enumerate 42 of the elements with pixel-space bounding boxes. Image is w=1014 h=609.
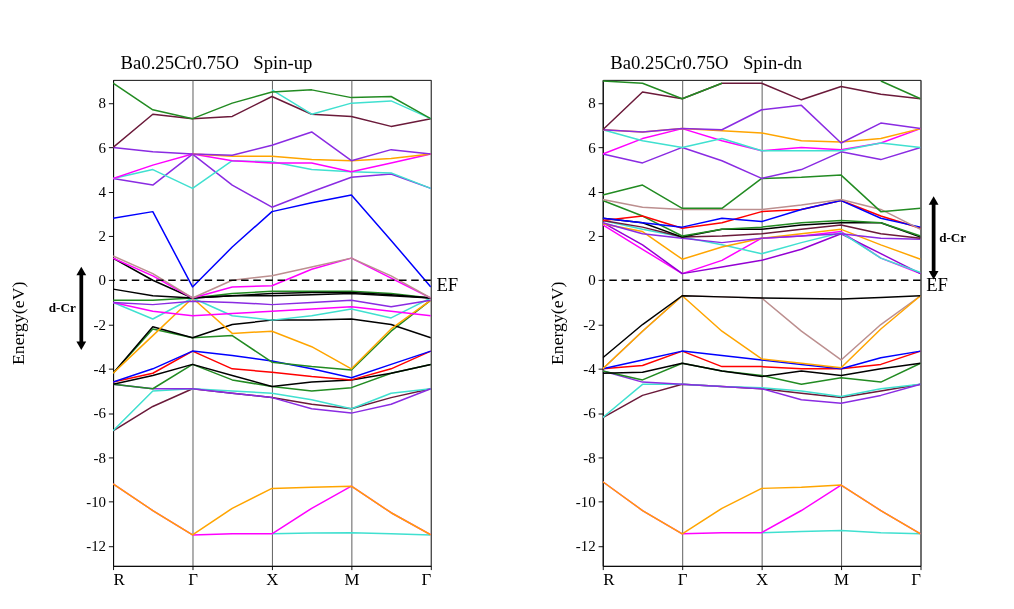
y-tick-label: 8 — [98, 95, 107, 112]
y-tick-label: 0 — [98, 272, 107, 289]
y-tick-label: -2 — [93, 316, 107, 333]
y-tick-label: 2 — [98, 228, 107, 245]
y-tick-label: 0 — [588, 272, 596, 289]
x-tick-label: Γ — [911, 570, 922, 590]
ref-line-label: EF — [436, 274, 459, 296]
x-tick-label: X — [756, 570, 769, 590]
chart-title: Ba0.25Cr0.75O — [120, 51, 239, 73]
chart-title: Ba0.25Cr0.75O — [610, 51, 729, 73]
y-tick-label: 2 — [588, 228, 596, 245]
y-tick-label: -4 — [583, 360, 597, 377]
y-tick-label: 4 — [588, 183, 597, 200]
ref-line-label: EF — [926, 274, 948, 296]
x-tick-label: R — [603, 570, 616, 590]
x-tick-label: Γ — [421, 570, 432, 590]
y-tick-label: -4 — [93, 360, 107, 377]
y-tick-label: -6 — [93, 405, 107, 422]
text: d-Cr — [939, 229, 967, 245]
y-tick-label: -8 — [93, 449, 107, 466]
y-tick-label: -6 — [583, 405, 597, 422]
x-tick-label: M — [344, 570, 360, 590]
x-tick-label: M — [834, 570, 850, 590]
y-axis-title: Energy(eV) — [8, 281, 29, 366]
y-tick-label: -12 — [86, 538, 107, 555]
y-tick-label: -12 — [575, 538, 596, 555]
x-tick-label: R — [113, 570, 126, 590]
y-axis-title: Energy(eV) — [546, 281, 567, 366]
x-tick-label: X — [266, 570, 279, 590]
x-tick-label: Γ — [677, 570, 688, 590]
text: d-Cr — [48, 300, 76, 316]
y-tick-label: 6 — [98, 139, 107, 156]
y-tick-label: -10 — [575, 493, 596, 510]
x-tick-label: Γ — [188, 570, 199, 590]
y-tick-label: 6 — [588, 139, 597, 156]
chart-subtitle: Spin-dn — [742, 51, 803, 73]
chart-subtitle: Spin-up — [253, 51, 313, 73]
y-tick-label: 4 — [98, 183, 107, 200]
y-tick-label: -2 — [583, 316, 596, 333]
y-tick-label: 8 — [588, 95, 596, 112]
y-tick-label: -10 — [86, 493, 107, 510]
y-tick-label: -8 — [583, 449, 596, 466]
